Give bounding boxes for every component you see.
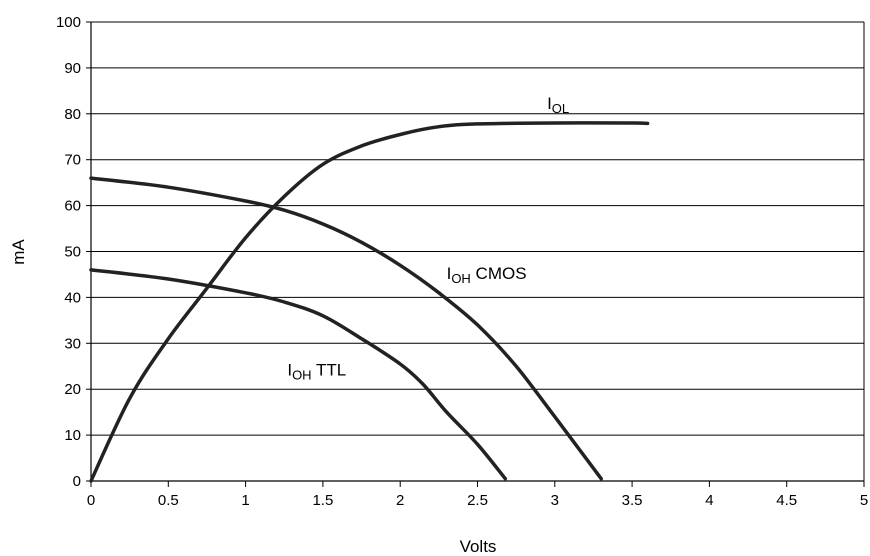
y-tick-label: 70 [64,152,81,169]
tick-labels: 0 10 20 30 40 50 60 70 80 90 100 0 0.5 1 1.5 2 2.5 3 3.5 4 4… [56,14,868,509]
x-tick-label: 1.5 [312,492,333,509]
y-tick-label: 100 [56,14,81,31]
x-axis-title: Volts [460,537,497,556]
x-tick-label: 2.5 [467,492,488,509]
y-tick-label: 80 [64,106,81,123]
y-tick-label: 40 [64,289,81,306]
x-tick-label: 0 [87,492,95,509]
series-label-iol: IOL [547,94,569,116]
x-tick-label: 4 [705,492,713,509]
x-tick-label: 2 [396,492,404,509]
y-tick-label: 50 [64,244,81,261]
series-line-iol [89,121,650,483]
axes-layer [86,21,865,487]
y-tick-label: 10 [64,427,81,444]
series-label-ioh-ttl: IOH TTL [287,360,346,382]
y-tick-label: 30 [64,335,81,352]
x-tick-label: 1 [241,492,249,509]
y-tick-label: 90 [64,60,81,77]
y-tick-label: 60 [64,198,81,215]
series-layer [89,121,650,483]
grid-layer [91,21,864,436]
series-line-ioh-cmos [89,176,603,481]
x-tick-label: 3 [551,492,559,509]
series-labels: IOL IOH CMOS IOH TTL [287,94,569,382]
series-label-ioh-cmos: IOH CMOS [447,264,527,286]
series-line-ioh-ttl [89,268,508,481]
y-axis-title: mA [9,239,28,265]
x-tick-label: 0.5 [158,492,179,509]
x-tick-label: 4.5 [776,492,797,509]
x-tick-label: 5 [860,492,868,509]
y-tick-label: 20 [64,381,81,398]
y-tick-label: 0 [73,473,81,490]
x-tick-label: 3.5 [622,492,643,509]
